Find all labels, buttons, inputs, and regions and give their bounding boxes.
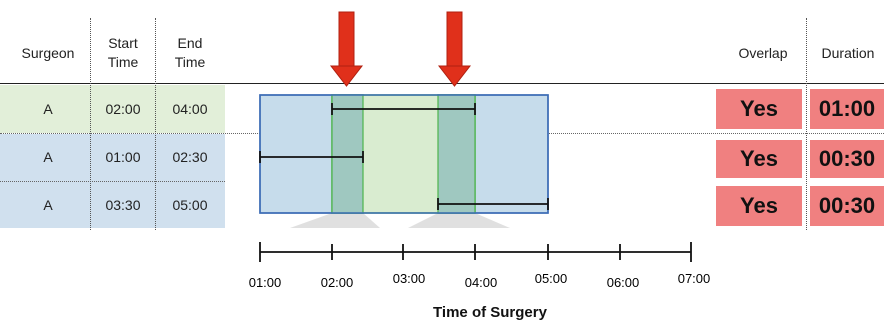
time-axis (259, 242, 692, 262)
overlap-funnel-left (290, 213, 380, 228)
row-3-background (0, 181, 225, 228)
header-overlap: Overlap (738, 45, 788, 61)
header-end-line2: Time (174, 54, 206, 70)
col-separator-3 (806, 18, 807, 230)
overlap-region-1 (331, 94, 364, 214)
row-3-overlap-badge: Yes (716, 186, 802, 226)
interval-bar-b (259, 151, 364, 163)
row-2-duration-badge: 00:30 (810, 140, 884, 178)
tick-label-0200: 02:00 (321, 275, 354, 290)
row-1-duration-badge: 01:00 (810, 89, 884, 129)
col-separator-2 (155, 18, 156, 230)
header-start-time: Start Time (95, 34, 151, 72)
row-3-duration-badge: 00:30 (810, 186, 884, 226)
axis-title: Time of Surgery (433, 304, 547, 321)
interval-bar-a (331, 103, 476, 115)
row-3-start: 03:30 (105, 197, 141, 213)
row-1-end: 04:00 (172, 101, 208, 117)
header-duration: Duration (821, 45, 875, 61)
header-surgeon: Surgeon (21, 45, 75, 61)
header-start-line1: Start (108, 35, 138, 51)
row-2-end: 02:30 (172, 149, 208, 165)
tick-label-0300: 03:00 (393, 271, 426, 286)
row-3-surgeon: A (43, 197, 53, 213)
row-1-surgeon: A (43, 101, 53, 117)
tick-label-0100: 01:00 (249, 275, 282, 290)
row-2-start: 01:00 (105, 149, 141, 165)
tick-label-0500: 05:00 (535, 271, 568, 286)
row-1-overlap-badge: Yes (716, 89, 802, 129)
tick-label-0700: 07:00 (678, 271, 711, 286)
interval-bar-c (437, 198, 549, 210)
row-2-background (0, 134, 225, 181)
header-end-line1: End (177, 35, 203, 51)
row-1-background (0, 85, 225, 133)
row-2-overlap-badge: Yes (716, 140, 802, 178)
overlap-arrow-1 (329, 11, 364, 87)
overlap-funnel-right (408, 213, 510, 228)
overlap-arrow-2 (437, 11, 472, 87)
col-separator-1 (90, 18, 91, 230)
tick-label-0600: 06:00 (607, 275, 640, 290)
header-rule (0, 83, 884, 84)
row-2-surgeon: A (43, 149, 53, 165)
header-end-time: End Time (160, 34, 220, 72)
row-1-start: 02:00 (105, 101, 141, 117)
row-separator-2 (0, 181, 225, 182)
header-start-line2: Time (107, 54, 139, 70)
row-3-end: 05:00 (172, 197, 208, 213)
overlap-region-2 (437, 94, 476, 214)
tick-label-0400: 04:00 (465, 275, 498, 290)
